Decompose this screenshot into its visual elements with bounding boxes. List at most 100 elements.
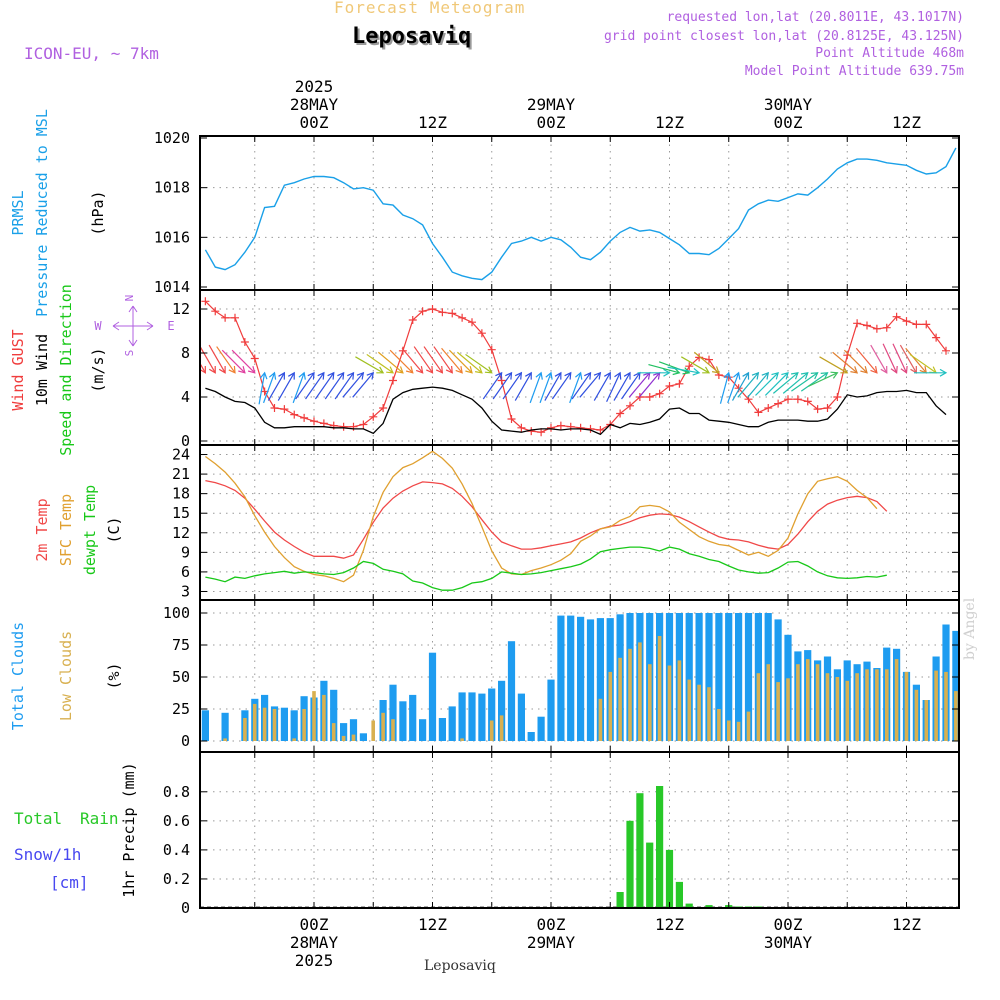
panel-frame bbox=[199, 135, 960, 291]
wind-barb bbox=[529, 371, 543, 404]
wind-barb bbox=[295, 371, 315, 400]
wind-gust-marker bbox=[872, 324, 881, 333]
low-clouds-bar bbox=[865, 669, 869, 741]
low-clouds-bar bbox=[974, 649, 978, 741]
top-time-label: 12Z bbox=[892, 113, 921, 132]
total-clouds-bar bbox=[577, 616, 585, 741]
wind-barb bbox=[819, 356, 849, 374]
low-clouds-bar bbox=[894, 659, 899, 741]
wind-gust-marker bbox=[339, 422, 348, 431]
wind-10m-label: 10m Wind bbox=[33, 334, 51, 406]
wind-barb bbox=[502, 371, 523, 400]
wind-gust-marker bbox=[231, 313, 239, 322]
low-clouds-bar bbox=[618, 657, 622, 741]
point-altitude: Point Altitude 468m bbox=[815, 46, 964, 61]
wind-gust-marker bbox=[932, 333, 941, 342]
wind-gust-marker bbox=[774, 399, 783, 408]
wind-barb bbox=[832, 351, 859, 374]
wind-barb bbox=[324, 371, 345, 400]
y-tick-label: 50 bbox=[172, 668, 190, 686]
wind-barb bbox=[544, 371, 562, 401]
rain-bar bbox=[665, 849, 674, 908]
total-clouds-bar bbox=[458, 692, 466, 741]
low-clouds-bar bbox=[825, 673, 830, 741]
wind-barb bbox=[465, 353, 493, 374]
wind-gust-marker bbox=[477, 329, 486, 338]
total-clouds-bar bbox=[359, 733, 367, 741]
wind-barb bbox=[606, 371, 622, 403]
wind-gust-marker bbox=[942, 346, 950, 355]
low-clouds-bar bbox=[341, 735, 346, 741]
wind-barb bbox=[551, 371, 572, 400]
wind-barb bbox=[314, 371, 335, 400]
wind-gust-marker bbox=[310, 417, 318, 426]
wind-gust-marker bbox=[793, 395, 802, 404]
low-clouds-bar bbox=[717, 709, 721, 741]
total-clouds-bar bbox=[507, 641, 516, 741]
wind-gust-marker bbox=[863, 321, 871, 330]
total-clouds-bar bbox=[982, 676, 989, 741]
precip-unit-label: 1hr Precip (mm) bbox=[120, 762, 138, 897]
bottom-time-label: 00Z bbox=[774, 915, 803, 934]
wind-gust-marker bbox=[586, 424, 595, 433]
wind-barb bbox=[262, 371, 277, 404]
wind-barb bbox=[258, 371, 268, 405]
low-clouds-bar bbox=[845, 680, 850, 741]
rain-bar bbox=[636, 793, 644, 908]
wind-gust-marker bbox=[408, 316, 417, 324]
wind-gust-marker bbox=[221, 313, 230, 322]
compass-north: N bbox=[123, 295, 136, 302]
low-clouds-bar bbox=[855, 673, 859, 741]
dewpoint-line bbox=[205, 546, 887, 591]
wind-gust-marker bbox=[675, 379, 684, 388]
wind-barb bbox=[342, 371, 365, 398]
y-tick-label: 0 bbox=[181, 899, 190, 917]
total-clouds-bar bbox=[280, 707, 288, 741]
wind-barb bbox=[808, 371, 839, 387]
wind-gust-marker bbox=[369, 412, 378, 421]
y-tick-label: 3 bbox=[181, 582, 190, 600]
low-clouds-bar bbox=[351, 734, 356, 741]
wind-gust-marker bbox=[487, 345, 496, 354]
low-clouds-bar bbox=[934, 670, 938, 741]
rain-bar bbox=[685, 903, 693, 908]
total-clouds-bar bbox=[527, 732, 535, 741]
total-clouds-bar bbox=[952, 630, 958, 741]
wind-gust-marker bbox=[418, 307, 427, 316]
low-clouds-bar bbox=[776, 682, 780, 741]
prmsl-label: PRMSL bbox=[9, 190, 27, 235]
clouds-unit-label: (%) bbox=[105, 662, 123, 689]
top-time-label: 29MAY bbox=[527, 95, 576, 114]
wind-barb bbox=[389, 349, 414, 374]
wind-gust-marker bbox=[853, 319, 862, 328]
wind-barb bbox=[593, 371, 611, 401]
low-clouds-bar bbox=[489, 720, 494, 741]
wind-gust-marker bbox=[685, 362, 694, 371]
wind-barb bbox=[539, 371, 553, 404]
temp-2m-label: 2m Temp bbox=[33, 498, 51, 561]
y-tick-label: 1020 bbox=[154, 129, 190, 147]
y-tick-label: 12 bbox=[172, 524, 190, 542]
y-tick-label: 0.4 bbox=[163, 841, 190, 859]
wind-barb bbox=[433, 346, 453, 374]
wind-gust-marker bbox=[616, 409, 625, 418]
wind-gust-marker bbox=[300, 413, 309, 422]
pressure-line bbox=[204, 147, 957, 281]
low-clouds-bar bbox=[381, 712, 385, 741]
total-clouds-bar bbox=[409, 694, 417, 741]
low-clouds-bar bbox=[885, 669, 889, 741]
bottom-time-label: 12Z bbox=[892, 915, 921, 934]
total-clouds-bar bbox=[468, 692, 476, 741]
low-clouds-bar bbox=[499, 715, 504, 741]
rain-bar bbox=[626, 820, 634, 908]
low-clouds-bar bbox=[331, 723, 336, 741]
rain-bar bbox=[656, 786, 664, 908]
y-tick-label: 12 bbox=[172, 300, 190, 318]
low-clouds-bar bbox=[371, 720, 375, 741]
wind-gust-marker bbox=[448, 309, 457, 318]
low-clouds-bar bbox=[302, 709, 306, 741]
total-clouds-bar bbox=[488, 688, 496, 741]
wind-barb bbox=[637, 368, 671, 377]
wind-barb bbox=[201, 364, 206, 374]
total-clouds-bar bbox=[774, 619, 782, 741]
